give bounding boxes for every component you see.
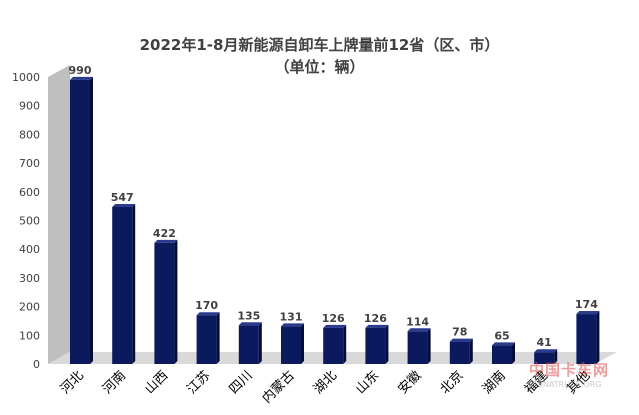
bar <box>576 314 597 364</box>
bar-side <box>258 322 262 364</box>
bar-top <box>281 323 304 327</box>
data-label: 174 <box>575 298 598 311</box>
chart-title: 2022年1-8月新能源自卸车上牌量前12省（区、市） <box>139 36 500 54</box>
bar-side <box>174 239 178 364</box>
bar-top <box>449 338 473 342</box>
x-tick-label: 四川 <box>227 368 256 397</box>
y-tick-label: 0 <box>33 358 40 371</box>
bar-top <box>238 322 262 326</box>
bar <box>112 207 133 364</box>
x-tick-label: 山西 <box>142 368 171 397</box>
bar <box>238 325 259 364</box>
bar-side <box>216 312 220 364</box>
data-label: 170 <box>195 299 218 312</box>
x-tick-label: 湖南 <box>479 368 509 398</box>
bar-top <box>365 324 389 328</box>
bar-side <box>596 311 600 364</box>
y-tick-label: 500 <box>19 215 40 228</box>
watermark-text-zh: 中国卡车网 <box>529 361 610 379</box>
bar-side <box>554 349 558 364</box>
bar-top <box>407 328 431 332</box>
bar-top <box>323 324 347 328</box>
x-tick-label: 安徽 <box>395 368 424 397</box>
bar-top <box>492 342 515 346</box>
bar-side <box>469 338 473 364</box>
y-tick-label: 300 <box>19 272 40 285</box>
data-label: 41 <box>537 336 552 349</box>
data-label: 65 <box>494 329 509 342</box>
data-label: 422 <box>153 227 176 240</box>
data-label: 126 <box>322 312 345 325</box>
data-label: 78 <box>452 326 467 339</box>
bar-top <box>112 204 136 208</box>
bar-top <box>534 349 558 353</box>
y-tick-label: 900 <box>19 100 40 113</box>
y-tick-label: 600 <box>19 186 40 199</box>
x-tick-label: 江苏 <box>184 368 214 398</box>
bar <box>534 352 555 364</box>
bar-side <box>385 324 389 364</box>
data-label: 114 <box>406 315 429 328</box>
axis-wall <box>48 65 70 364</box>
watermark-text-en: CHINATRUCK.ORG <box>529 380 602 389</box>
bar-side <box>512 342 515 364</box>
data-label: 131 <box>280 310 303 323</box>
data-label: 126 <box>364 312 387 325</box>
bar-side <box>90 76 93 365</box>
bar <box>365 327 386 364</box>
y-tick-label: 1000 <box>12 71 40 84</box>
bar-side <box>132 204 136 364</box>
bar <box>70 79 90 365</box>
y-tick-label: 100 <box>19 329 40 342</box>
bar <box>323 327 344 364</box>
watermark: 中国卡车网 CHINATRUCK.ORG <box>529 359 609 393</box>
bar <box>281 326 301 364</box>
bar-side <box>343 324 347 364</box>
bar-side <box>301 323 304 364</box>
bar-top <box>196 312 220 316</box>
data-label: 135 <box>237 309 260 322</box>
bar-top <box>576 311 600 315</box>
bar <box>154 242 175 364</box>
bar-top <box>154 239 178 243</box>
bar <box>407 331 428 364</box>
data-label: 547 <box>111 191 134 204</box>
bar-side <box>427 328 431 364</box>
bar <box>196 315 217 364</box>
chart-subtitle: （单位：辆） <box>274 58 365 76</box>
bar <box>449 341 470 364</box>
y-tick-label: 200 <box>19 301 40 314</box>
x-tick-label: 河北 <box>58 368 87 397</box>
x-tick-label: 内蒙古 <box>259 368 298 407</box>
x-tick-label: 河南 <box>99 368 129 398</box>
x-tick-label: 北京 <box>438 368 467 397</box>
x-tick-label: 湖北 <box>311 368 340 397</box>
y-tick-label: 400 <box>19 243 40 256</box>
y-tick-label: 700 <box>19 157 40 170</box>
x-tick-label: 山东 <box>353 368 382 397</box>
bar <box>492 345 512 364</box>
y-tick-label: 800 <box>19 128 40 141</box>
bar-top <box>70 76 93 80</box>
data-label: 990 <box>69 64 92 77</box>
